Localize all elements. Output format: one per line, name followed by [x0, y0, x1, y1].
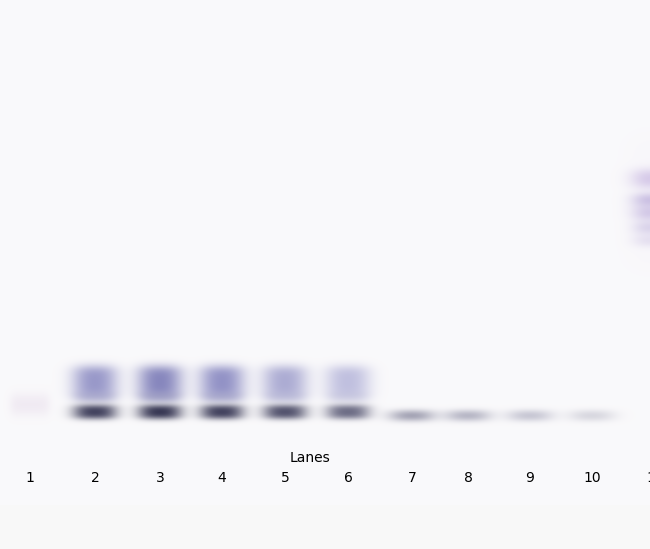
- Text: 3: 3: [155, 472, 164, 485]
- Text: 4: 4: [218, 472, 226, 485]
- Text: 9: 9: [526, 472, 534, 485]
- Text: 1: 1: [25, 472, 34, 485]
- Text: 6: 6: [344, 472, 352, 485]
- Text: 7: 7: [408, 472, 417, 485]
- Text: 2: 2: [90, 472, 99, 485]
- Text: Lanes: Lanes: [290, 451, 330, 465]
- Text: 8: 8: [463, 472, 473, 485]
- Text: 11: 11: [646, 472, 650, 485]
- Text: 10: 10: [583, 472, 601, 485]
- Text: 5: 5: [281, 472, 289, 485]
